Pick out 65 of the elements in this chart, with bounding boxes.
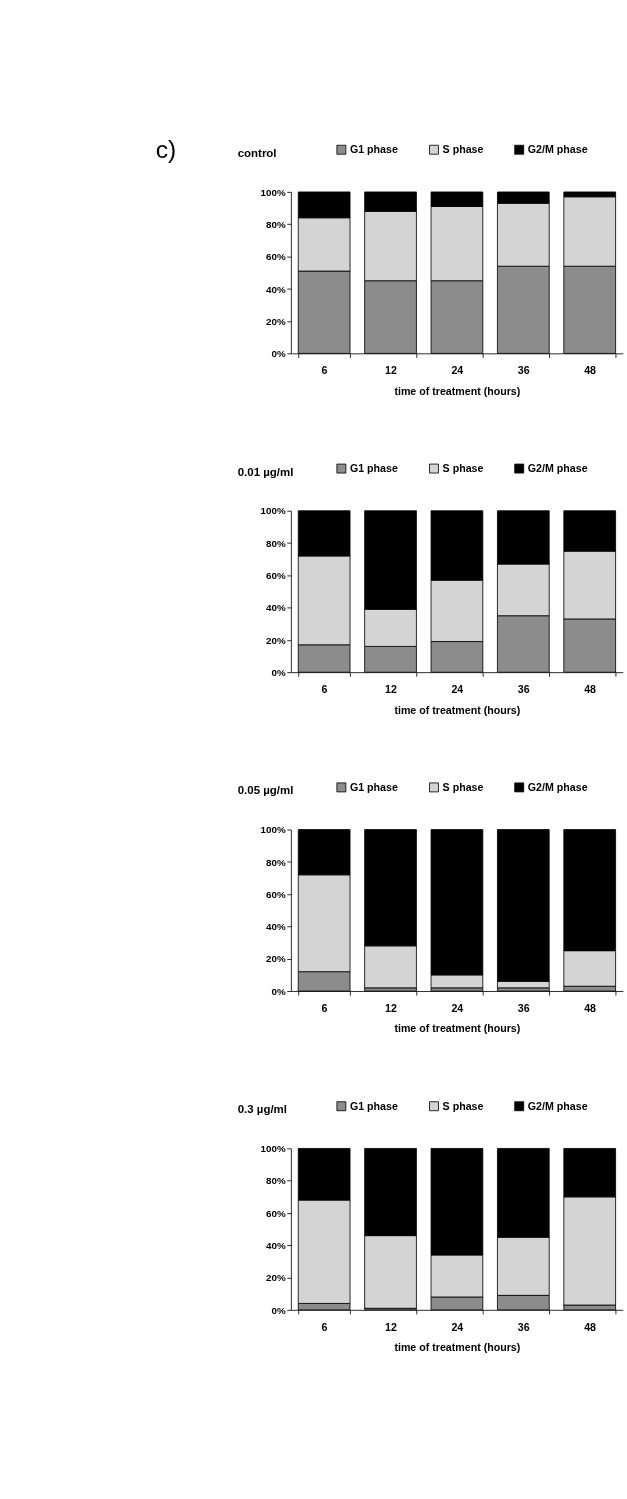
x-tick-label: 48 [584, 1320, 597, 1333]
y-tick-label: 100% [260, 186, 286, 198]
y-tick-label: 80% [265, 537, 286, 549]
y-tick-label: 100% [260, 1143, 286, 1155]
x-tick-label: 24 [451, 364, 464, 377]
y-tick-label: 0% [271, 1304, 286, 1316]
y-tick-label: 60% [265, 888, 286, 900]
chart-title: 0.05 µg/ml [237, 784, 294, 797]
legend-label: S phase [442, 1099, 484, 1112]
chart-title: 0.01 µg/ml [237, 465, 294, 478]
x-tick-label: 24 [451, 1320, 464, 1333]
chart-title: control [237, 146, 277, 159]
y-tick-label: 60% [265, 251, 286, 263]
y-tick-label: 60% [265, 570, 286, 582]
legend-label: S phase [442, 461, 484, 474]
x-tick-label: 36 [517, 683, 530, 696]
x-tick-label: 48 [584, 364, 597, 377]
y-tick-label: 40% [265, 921, 286, 933]
x-tick-label: 36 [517, 1001, 530, 1014]
y-tick-label: 60% [265, 1207, 286, 1219]
y-tick-label: 80% [265, 856, 286, 868]
y-tick-label: 20% [265, 634, 286, 646]
x-tick-label: 36 [517, 1320, 530, 1333]
x-tick-label: 24 [451, 1001, 464, 1014]
x-tick-label: 6 [321, 364, 328, 377]
x-tick-label: 6 [321, 1320, 328, 1333]
legend-label: G2/M phase [527, 461, 588, 474]
x-axis-title: time of treatment (hours) [394, 703, 521, 716]
y-tick-label: 0% [271, 348, 286, 360]
y-tick-label: 0% [271, 985, 286, 997]
y-tick-label: 0% [271, 666, 286, 678]
x-tick-label: 12 [385, 364, 397, 377]
x-tick-label: 12 [385, 1320, 397, 1333]
y-tick-label: 100% [260, 824, 286, 836]
x-axis-title: time of treatment (hours) [394, 1341, 521, 1354]
y-tick-label: 20% [265, 315, 286, 327]
x-axis-title: time of treatment (hours) [394, 1022, 521, 1035]
legend-label: S phase [442, 780, 484, 793]
x-tick-label: 48 [584, 683, 597, 696]
text: c) [155, 136, 177, 164]
legend-label: G2/M phase [527, 143, 588, 156]
y-tick-label: 20% [265, 1272, 286, 1284]
x-tick-label: 12 [385, 683, 397, 696]
x-tick-label: 36 [517, 364, 530, 377]
legend-label: G2/M phase [527, 1099, 588, 1112]
y-tick-label: 80% [265, 218, 286, 230]
y-tick-label: 80% [265, 1175, 286, 1187]
x-tick-label: 12 [385, 1001, 397, 1014]
legend-label: S phase [442, 143, 484, 156]
legend-label: G1 phase [349, 461, 398, 474]
x-axis-title: time of treatment (hours) [394, 384, 521, 397]
legend-label: G2/M phase [527, 780, 588, 793]
x-tick-label: 6 [321, 1001, 328, 1014]
x-tick-label: 48 [584, 1001, 597, 1014]
y-tick-label: 40% [265, 283, 286, 295]
legend-label: G1 phase [349, 780, 398, 793]
chart-title: 0.3 µg/ml [237, 1103, 288, 1116]
legend-label: G1 phase [349, 143, 398, 156]
legend-label: G1 phase [349, 1099, 398, 1112]
x-tick-label: 24 [451, 683, 464, 696]
y-tick-label: 40% [265, 1239, 286, 1251]
y-tick-label: 20% [265, 953, 286, 965]
x-tick-label: 6 [321, 683, 328, 696]
y-tick-label: 40% [265, 602, 286, 614]
y-tick-label: 100% [260, 505, 286, 517]
